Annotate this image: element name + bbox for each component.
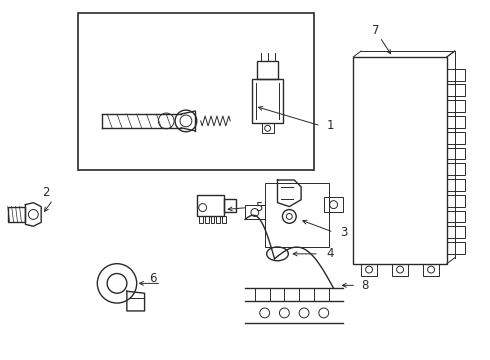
Bar <box>211 216 215 223</box>
Bar <box>257 61 278 79</box>
Bar <box>8 207 25 222</box>
Text: 7: 7 <box>372 24 380 37</box>
Bar <box>447 132 465 144</box>
Text: 3: 3 <box>341 226 348 239</box>
Bar <box>423 264 439 275</box>
Bar <box>245 204 265 219</box>
Bar <box>447 116 465 128</box>
Bar <box>224 199 236 212</box>
Bar <box>205 216 209 223</box>
Bar <box>197 195 224 216</box>
Bar <box>222 216 226 223</box>
Text: 8: 8 <box>361 279 368 292</box>
Bar <box>447 226 465 238</box>
Bar <box>252 79 283 123</box>
Text: 6: 6 <box>149 272 156 285</box>
Bar <box>199 216 203 223</box>
Bar <box>217 216 221 223</box>
Text: 2: 2 <box>42 186 50 199</box>
Bar <box>447 85 465 96</box>
Bar <box>262 123 273 133</box>
Bar <box>447 163 465 175</box>
Bar <box>265 183 329 247</box>
Bar <box>77 13 314 170</box>
Text: 5: 5 <box>255 201 262 214</box>
Bar <box>447 148 465 159</box>
Bar <box>447 242 465 254</box>
Bar <box>361 264 377 275</box>
Bar <box>447 195 465 207</box>
Text: 4: 4 <box>327 247 334 260</box>
Bar <box>353 57 447 264</box>
Bar <box>392 264 408 275</box>
Bar <box>447 100 465 112</box>
Bar <box>447 179 465 191</box>
Bar <box>447 211 465 222</box>
Bar <box>447 69 465 81</box>
Text: 1: 1 <box>327 120 334 132</box>
Bar <box>324 197 343 212</box>
